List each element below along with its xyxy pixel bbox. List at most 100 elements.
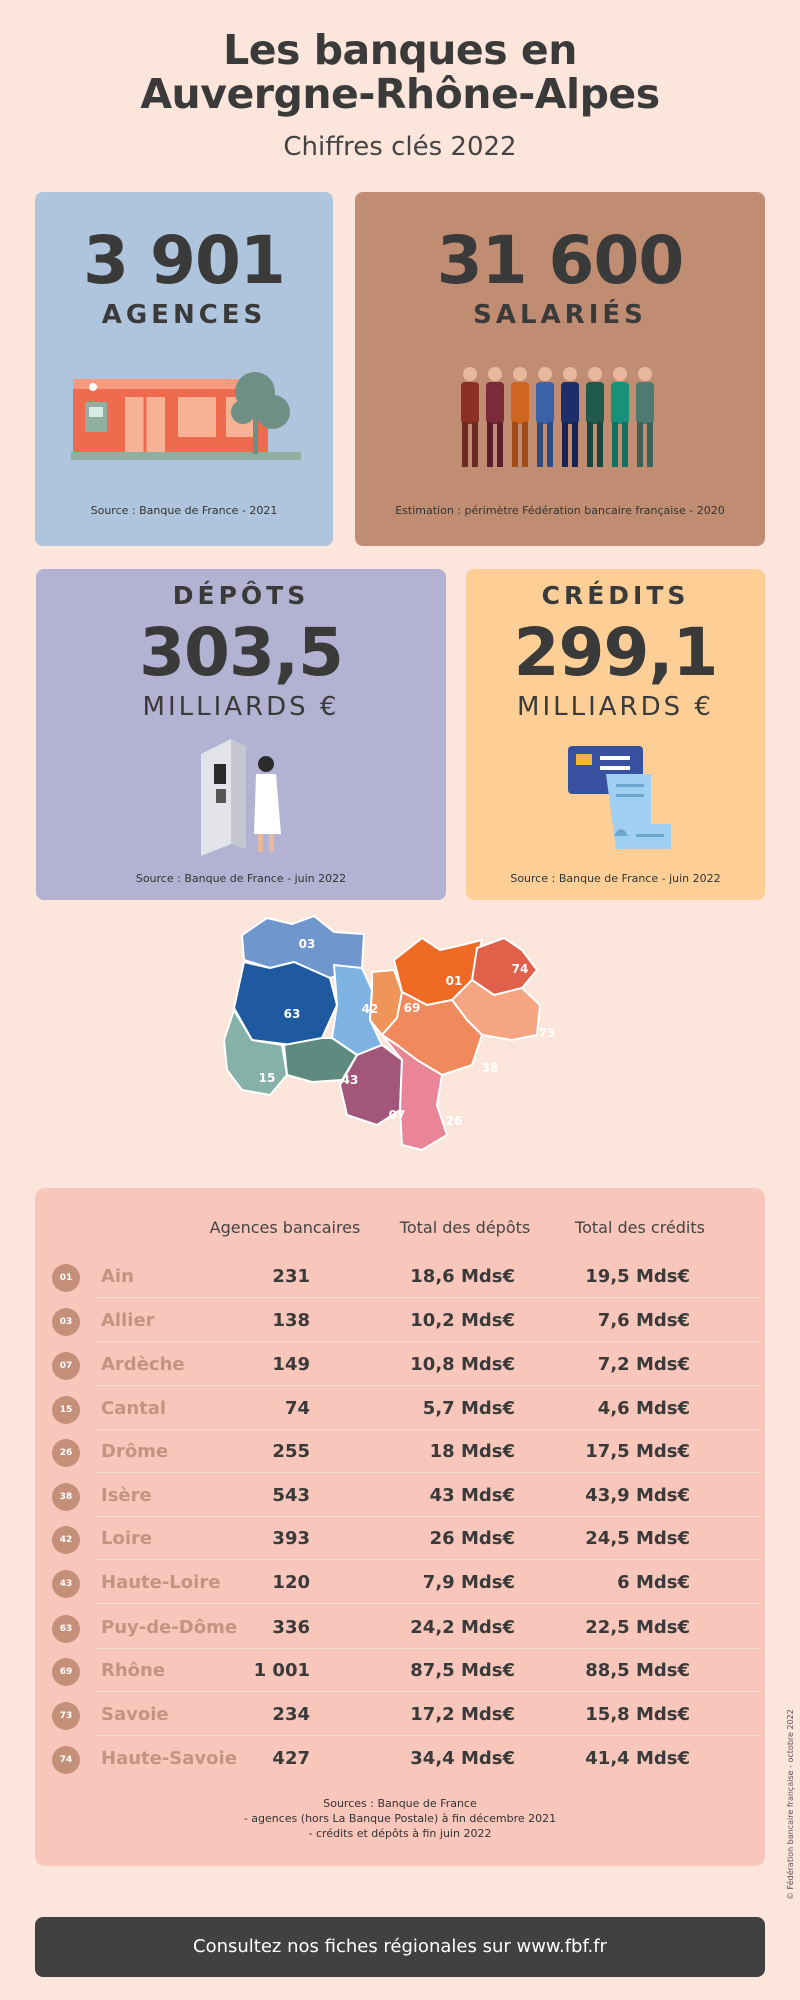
footer-cta[interactable]: Consultez nos fiches régionales sur www.…	[35, 1917, 765, 1977]
salaries-number: 31 600	[436, 222, 685, 299]
map-label-38: 38	[482, 1061, 499, 1075]
agences-value: 255	[272, 1441, 310, 1462]
credits-value: 24,5 Mds€	[585, 1528, 690, 1549]
title-line-2: Auvergne-Rhône-Alpes	[140, 70, 660, 118]
dept-code-badge: 26	[52, 1439, 80, 1467]
table-row: 42 Loire 393 26 Mds€ 24,5 Mds€	[35, 1516, 765, 1560]
map-label-26: 26	[446, 1114, 463, 1128]
salaries-source: Estimation : périmètre Fédération bancai…	[395, 504, 725, 517]
depots-value: 17,2 Mds€	[410, 1704, 515, 1725]
credits-value: 4,6 Mds€	[597, 1398, 690, 1419]
row-divider	[95, 1603, 760, 1604]
dept-code-badge: 42	[52, 1526, 80, 1554]
depots-value: 18 Mds€	[429, 1441, 515, 1462]
depots-value: 18,6 Mds€	[410, 1266, 515, 1287]
credits-value: 22,5 Mds€	[585, 1617, 690, 1638]
map-label-15: 15	[259, 1071, 276, 1085]
dept-code-badge: 43	[52, 1570, 80, 1598]
table-row: 69 Rhône 1 001 87,5 Mds€ 88,5 Mds€	[35, 1648, 765, 1692]
credits-number: 299,1	[513, 614, 719, 691]
table-sources: Sources : Banque de France - agences (ho…	[35, 1796, 765, 1841]
salaries-label: SALARIÉS	[473, 300, 647, 330]
header-agences: Agences bancaires	[209, 1218, 361, 1237]
row-divider	[95, 1648, 760, 1649]
map-region-26	[381, 1034, 448, 1151]
table-source-line: Sources : Banque de France	[323, 1797, 477, 1810]
depots-value: 24,2 Mds€	[410, 1617, 515, 1638]
table-row: 73 Savoie 234 17,2 Mds€ 15,8 Mds€	[35, 1692, 765, 1736]
agences-value: 427	[272, 1748, 310, 1769]
map-label-63: 63	[284, 1007, 301, 1021]
depots-value: 34,4 Mds€	[410, 1748, 515, 1769]
employees-group-icon	[461, 367, 654, 467]
map-label-07: 07	[389, 1108, 406, 1122]
map-label-01: 01	[446, 974, 463, 988]
agences-value: 393	[272, 1528, 310, 1549]
departments-table	[35, 1188, 765, 1866]
agences-value: 336	[272, 1617, 310, 1638]
credits-source: Source : Banque de France - juin 2022	[510, 872, 721, 885]
region-map: 03 63 42 69 01 74 73 38 15 43 07 26	[223, 915, 556, 1151]
map-region-15	[223, 1009, 288, 1096]
credits-unit: MILLIARDS €	[517, 692, 714, 722]
depots-source: Source : Banque de France - juin 2022	[135, 872, 347, 885]
dept-name: Loire	[101, 1528, 153, 1549]
dept-code-badge: 07	[52, 1352, 80, 1380]
dept-code-badge: 38	[52, 1483, 80, 1511]
table-source-line: - agences (hors La Banque Postale) à fin…	[243, 1812, 557, 1825]
map-label-03: 03	[299, 937, 316, 951]
row-divider	[95, 1735, 760, 1736]
atm-user-icon	[201, 739, 281, 856]
depots-value: 10,2 Mds€	[410, 1310, 515, 1331]
map-label-43: 43	[342, 1073, 359, 1087]
table-row: 63 Puy-de-Dôme 336 24,2 Mds€ 22,5 Mds€	[35, 1605, 765, 1649]
map-label-69: 69	[404, 1001, 421, 1015]
map-region-38	[381, 991, 483, 1076]
credits-value: 17,5 Mds€	[585, 1441, 690, 1462]
depots-value: 87,5 Mds€	[410, 1660, 515, 1681]
agences-value: 1 001	[253, 1660, 310, 1681]
dept-code-badge: 73	[52, 1702, 80, 1730]
dept-name: Isère	[101, 1485, 152, 1506]
title-line-1: Les banques en	[223, 26, 577, 74]
header-credits: Total des crédits	[575, 1218, 705, 1237]
credits-value: 15,8 Mds€	[585, 1704, 690, 1725]
credits-value: 41,4 Mds€	[585, 1748, 690, 1769]
dept-code-badge: 74	[52, 1746, 80, 1774]
table-row: 03 Allier 138 10,2 Mds€ 7,6 Mds€	[35, 1298, 765, 1342]
dept-code-badge: 69	[52, 1658, 80, 1686]
row-divider	[95, 1429, 760, 1430]
table-row: 74 Haute-Savoie 427 34,4 Mds€ 41,4 Mds€	[35, 1736, 765, 1779]
credit-card-receipt-icon	[568, 746, 671, 849]
agences-value: 149	[272, 1354, 310, 1375]
dept-name: Cantal	[101, 1398, 167, 1419]
agences-card: 3 901 AGENCES Source : Banque de France …	[35, 192, 333, 546]
depots-value: 5,7 Mds€	[422, 1398, 515, 1419]
dept-name: Ain	[101, 1266, 134, 1287]
dept-code-badge: 15	[52, 1396, 80, 1424]
page-title: Les banques en Auvergne-Rhône-Alpes	[0, 28, 800, 116]
table-row: 38 Isère 543 43 Mds€ 43,9 Mds€	[35, 1473, 765, 1517]
map-label-42: 42	[362, 1002, 379, 1016]
salaries-card: 31 600 SALARIÉS Estimation : périmètre F…	[355, 192, 765, 546]
map-label-73: 73	[539, 1026, 556, 1040]
map-label-74: 74	[512, 962, 529, 976]
dept-name: Allier	[101, 1310, 155, 1331]
table-row: 01 Ain 231 18,6 Mds€ 19,5 Mds€	[35, 1254, 765, 1298]
dept-code-badge: 63	[52, 1615, 80, 1643]
header-depots: Total des dépôts	[399, 1218, 531, 1237]
credits-card: CRÉDITS 299,1 MILLIARDS € Source : Banqu…	[466, 569, 765, 900]
depots-unit: MILLIARDS €	[142, 692, 340, 722]
agences-value: 543	[272, 1485, 310, 1506]
credits-value: 7,2 Mds€	[597, 1354, 690, 1375]
agences-number: 3 901	[83, 222, 286, 299]
map-region-63	[233, 961, 338, 1046]
dept-name: Haute-Savoie	[101, 1748, 237, 1769]
dept-name: Ardèche	[101, 1354, 185, 1375]
credits-value: 19,5 Mds€	[585, 1266, 690, 1287]
table-row: 26 Drôme 255 18 Mds€ 17,5 Mds€	[35, 1429, 765, 1473]
dept-name: Rhône	[101, 1660, 166, 1681]
row-divider	[95, 1297, 760, 1298]
table-source-line: - crédits et dépôts à fin juin 2022	[308, 1827, 492, 1840]
row-divider	[95, 1691, 760, 1692]
